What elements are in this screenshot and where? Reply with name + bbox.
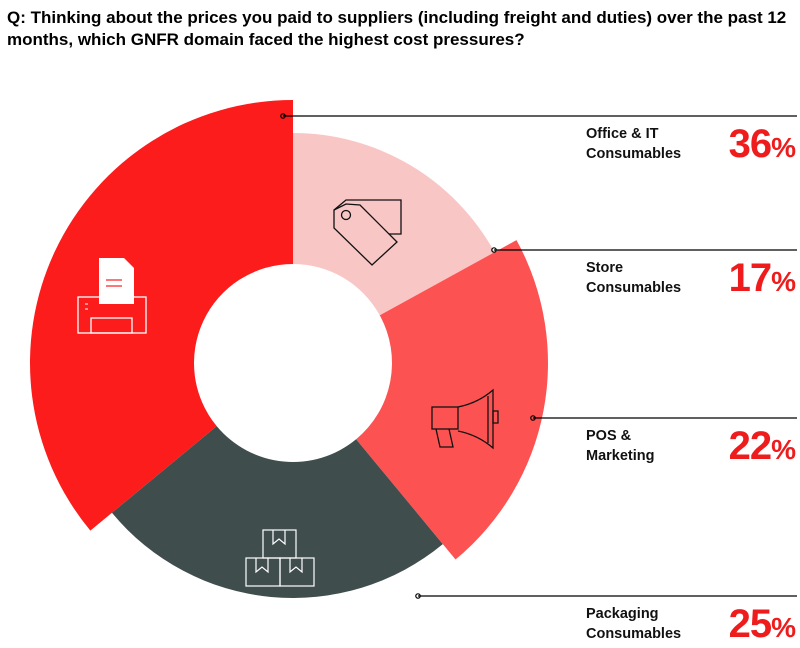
label-line1: Office & IT <box>586 126 659 142</box>
percentage-value: 36% <box>728 122 796 168</box>
donut-slice-3 <box>356 240 549 560</box>
question-title: Q: Thinking about the prices you paid to… <box>7 8 787 49</box>
label-line2: Consumables <box>586 280 682 296</box>
value-number: 22 <box>728 424 772 468</box>
donut-slice-2 <box>293 133 495 316</box>
leader-dot <box>415 593 421 599</box>
label-line2: Consumables <box>586 146 682 162</box>
donut-slice-1 <box>30 100 294 531</box>
label-line1: Store <box>586 260 624 276</box>
label-line2: Marketing <box>586 448 655 464</box>
leader-dot <box>491 247 497 253</box>
value-unit: % <box>771 266 796 297</box>
category-label: POS & Marketing <box>586 426 706 466</box>
boxes-icon <box>245 529 315 587</box>
value-number: 17 <box>728 256 772 300</box>
percentage-value: 17% <box>728 256 796 302</box>
leader-dot <box>280 113 286 119</box>
value-number: 25 <box>728 602 772 646</box>
label-line1: POS & <box>586 428 632 444</box>
leader-dot <box>530 415 536 421</box>
label-line1: Packaging <box>586 606 659 622</box>
category-label: Packaging Consumables <box>586 604 706 644</box>
price-tag-icon <box>333 199 402 266</box>
value-unit: % <box>771 612 796 643</box>
percentage-value: 22% <box>728 424 796 470</box>
category-label: Store Consumables <box>586 258 706 298</box>
printer-icon <box>77 258 147 334</box>
percentage-value: 25% <box>728 602 796 648</box>
value-number: 36 <box>728 122 772 166</box>
category-label: Office & IT Consumables <box>586 124 706 164</box>
megaphone-icon <box>431 388 499 450</box>
label-line2: Consumables <box>586 626 682 642</box>
value-unit: % <box>771 434 796 465</box>
donut-slice-4 <box>111 426 443 598</box>
value-unit: % <box>771 132 796 163</box>
